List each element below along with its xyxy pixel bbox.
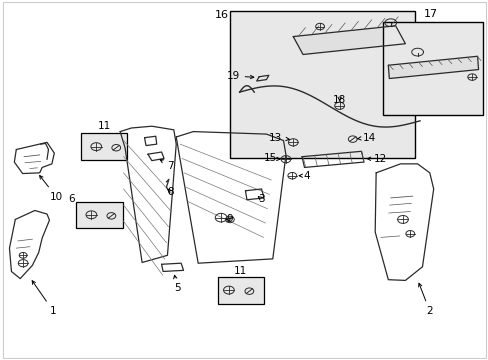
Text: 3: 3 bbox=[257, 194, 264, 204]
Text: 1: 1 bbox=[32, 281, 57, 316]
Text: 8: 8 bbox=[167, 187, 174, 197]
Text: 4: 4 bbox=[299, 171, 309, 181]
Text: 12: 12 bbox=[366, 154, 386, 164]
Text: 6: 6 bbox=[68, 194, 75, 204]
Text: 17: 17 bbox=[423, 9, 437, 19]
Text: 16: 16 bbox=[214, 10, 228, 20]
Text: 18: 18 bbox=[332, 95, 346, 105]
Bar bbox=[81, 134, 127, 160]
Text: 11: 11 bbox=[97, 121, 110, 131]
Text: 19: 19 bbox=[226, 71, 253, 81]
Bar bbox=[76, 202, 122, 228]
Bar bbox=[229, 12, 414, 158]
Text: 10: 10 bbox=[40, 176, 63, 202]
Bar bbox=[383, 22, 483, 116]
Polygon shape bbox=[293, 26, 405, 54]
Text: 11: 11 bbox=[233, 266, 247, 276]
Text: 13: 13 bbox=[269, 133, 289, 143]
Text: 2: 2 bbox=[418, 283, 432, 316]
Text: 7: 7 bbox=[160, 159, 174, 171]
Text: 15: 15 bbox=[263, 153, 280, 163]
Text: 9: 9 bbox=[226, 215, 233, 224]
Bar bbox=[217, 277, 264, 304]
Text: 14: 14 bbox=[356, 133, 375, 143]
Text: 5: 5 bbox=[173, 275, 180, 293]
Polygon shape bbox=[387, 56, 478, 78]
